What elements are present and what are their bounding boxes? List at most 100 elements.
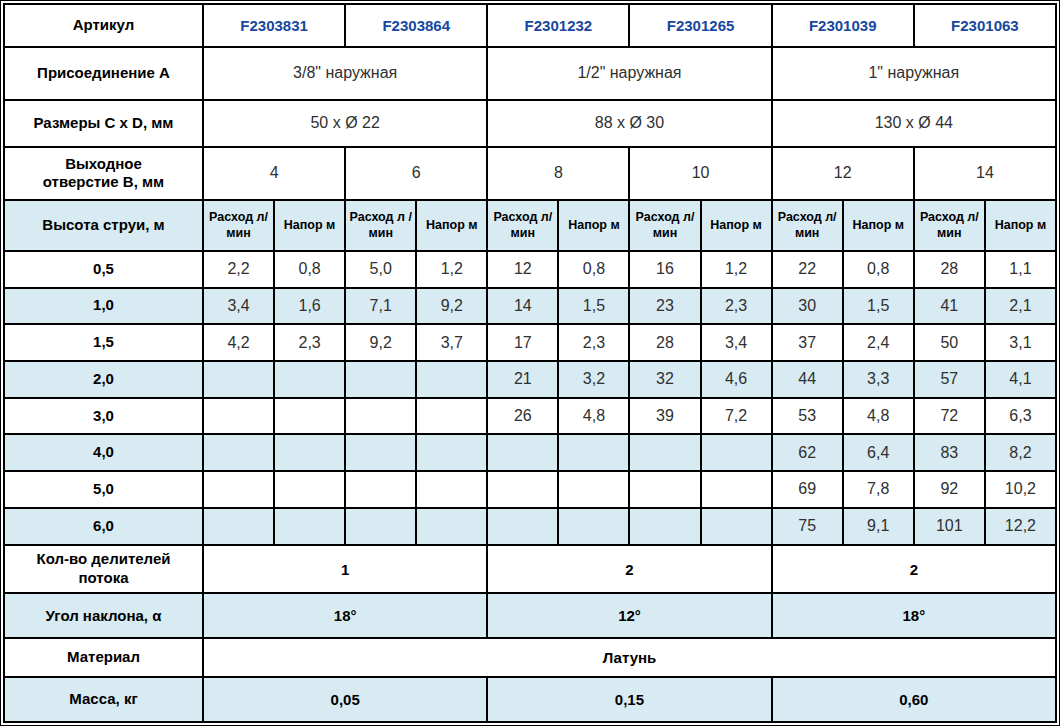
connection-row: Присоединение А 3/8" наружная 1/2" наруж… bbox=[4, 47, 1056, 100]
flow-value: 39 bbox=[629, 398, 700, 435]
connection-value: 1/2" наружная bbox=[487, 47, 771, 100]
outlet-value: 10 bbox=[629, 147, 771, 200]
head-value: 9,2 bbox=[416, 288, 487, 325]
flow-value: 28 bbox=[629, 324, 700, 361]
column-header-flow: Расход л /мин bbox=[345, 200, 416, 251]
outlet-value: 8 bbox=[487, 147, 629, 200]
article-number: F2301039 bbox=[772, 4, 914, 47]
head-value: 10,2 bbox=[985, 471, 1056, 508]
head-value bbox=[416, 361, 487, 398]
column-header-head: Напор м bbox=[701, 200, 772, 251]
head-value bbox=[416, 398, 487, 435]
column-header-head: Напор м bbox=[274, 200, 345, 251]
head-value bbox=[274, 434, 345, 471]
flow-value: 44 bbox=[772, 361, 843, 398]
article-number: F2301063 bbox=[914, 4, 1056, 47]
flow-value: 26 bbox=[487, 398, 558, 435]
head-value: 7,2 bbox=[701, 398, 772, 435]
head-value bbox=[701, 434, 772, 471]
column-header-head: Напор м bbox=[558, 200, 629, 251]
mass-value: 0,15 bbox=[487, 677, 771, 722]
flow-value bbox=[487, 434, 558, 471]
head-value: 1,5 bbox=[843, 288, 914, 325]
flow-value: 14 bbox=[487, 288, 558, 325]
column-header-flow: Расход л/мин bbox=[772, 200, 843, 251]
jet-data-row: 1,03,41,67,19,2141,5232,3301,5412,1 bbox=[4, 288, 1056, 325]
flow-value: 69 bbox=[772, 471, 843, 508]
head-value: 9,1 bbox=[843, 508, 914, 545]
flow-value: 17 bbox=[487, 324, 558, 361]
outlet-value: 14 bbox=[914, 147, 1056, 200]
outlet-value: 6 bbox=[345, 147, 487, 200]
head-value bbox=[416, 471, 487, 508]
head-value: 1,5 bbox=[558, 288, 629, 325]
flow-value bbox=[345, 361, 416, 398]
jet-data-row: 1,54,22,39,23,7172,3283,4372,4503,1 bbox=[4, 324, 1056, 361]
jet-height-value: 5,0 bbox=[4, 471, 203, 508]
head-value bbox=[558, 508, 629, 545]
column-header-flow: Расход л/мин bbox=[203, 200, 274, 251]
flow-value: 23 bbox=[629, 288, 700, 325]
dimensions-row: Размеры С х D, мм 50 x Ø 22 88 x Ø 30 13… bbox=[4, 100, 1056, 147]
flow-value bbox=[203, 508, 274, 545]
article-number: F2303831 bbox=[203, 4, 345, 47]
row-label-jet-height: Высота струи, м bbox=[4, 200, 203, 251]
flow-value: 53 bbox=[772, 398, 843, 435]
column-header-flow: Расход л/мин bbox=[487, 200, 558, 251]
material-row: Материал Латунь bbox=[4, 638, 1056, 677]
head-value: 2,3 bbox=[558, 324, 629, 361]
jet-data-row: 6,0759,110112,2 bbox=[4, 508, 1056, 545]
flow-value: 32 bbox=[629, 361, 700, 398]
row-label-material: Материал bbox=[4, 638, 203, 677]
head-value: 4,8 bbox=[558, 398, 629, 435]
article-number: F2301232 bbox=[487, 4, 629, 47]
column-header-head: Напор м bbox=[985, 200, 1056, 251]
flow-value: 30 bbox=[772, 288, 843, 325]
article-number: F2303864 bbox=[345, 4, 487, 47]
jet-height-value: 0,5 bbox=[4, 251, 203, 288]
connection-value: 3/8" наружная bbox=[203, 47, 487, 100]
angle-row: Угол наклона, α 18° 12° 18° bbox=[4, 593, 1056, 638]
dimensions-value: 130 x Ø 44 bbox=[772, 100, 1056, 147]
material-value: Латунь bbox=[203, 638, 1056, 677]
head-value bbox=[416, 508, 487, 545]
flow-value: 7,1 bbox=[345, 288, 416, 325]
head-value: 0,8 bbox=[558, 251, 629, 288]
jet-height-value: 1,0 bbox=[4, 288, 203, 325]
row-label-dividers: Кол-во делителей потока bbox=[4, 545, 203, 594]
head-value: 2,3 bbox=[701, 288, 772, 325]
flow-value bbox=[629, 471, 700, 508]
head-value bbox=[701, 508, 772, 545]
jet-data-row: 3,0264,8397,2534,8726,3 bbox=[4, 398, 1056, 435]
column-header-flow: Расход л/мин bbox=[914, 200, 985, 251]
head-value bbox=[558, 471, 629, 508]
flow-value bbox=[203, 361, 274, 398]
jet-data-rows: 0,52,20,85,01,2120,8161,2220,8281,11,03,… bbox=[4, 251, 1056, 545]
dimensions-value: 50 x Ø 22 bbox=[203, 100, 487, 147]
flow-value: 4,2 bbox=[203, 324, 274, 361]
head-value: 6,4 bbox=[843, 434, 914, 471]
flow-value: 16 bbox=[629, 251, 700, 288]
angle-value: 12° bbox=[487, 593, 771, 638]
column-header-head: Напор м bbox=[416, 200, 487, 251]
flow-value bbox=[629, 434, 700, 471]
head-value: 7,8 bbox=[843, 471, 914, 508]
head-value: 0,8 bbox=[274, 251, 345, 288]
mass-value: 0,05 bbox=[203, 677, 487, 722]
head-value bbox=[274, 398, 345, 435]
head-value: 2,4 bbox=[843, 324, 914, 361]
head-value: 1,2 bbox=[701, 251, 772, 288]
head-value: 4,1 bbox=[985, 361, 1056, 398]
head-value: 1,6 bbox=[274, 288, 345, 325]
row-label-connection: Присоединение А bbox=[4, 47, 203, 100]
head-value: 2,1 bbox=[985, 288, 1056, 325]
jet-height-value: 3,0 bbox=[4, 398, 203, 435]
flow-value bbox=[629, 508, 700, 545]
head-value bbox=[416, 434, 487, 471]
product-spec-table: Артикул F2303831 F2303864 F2301232 F2301… bbox=[3, 3, 1057, 723]
row-label-outlet: Выходное отверстие В, мм bbox=[4, 147, 203, 200]
jet-data-row: 2,0213,2324,6443,3574,1 bbox=[4, 361, 1056, 398]
flow-value: 72 bbox=[914, 398, 985, 435]
flow-value bbox=[345, 434, 416, 471]
flow-value: 12 bbox=[487, 251, 558, 288]
